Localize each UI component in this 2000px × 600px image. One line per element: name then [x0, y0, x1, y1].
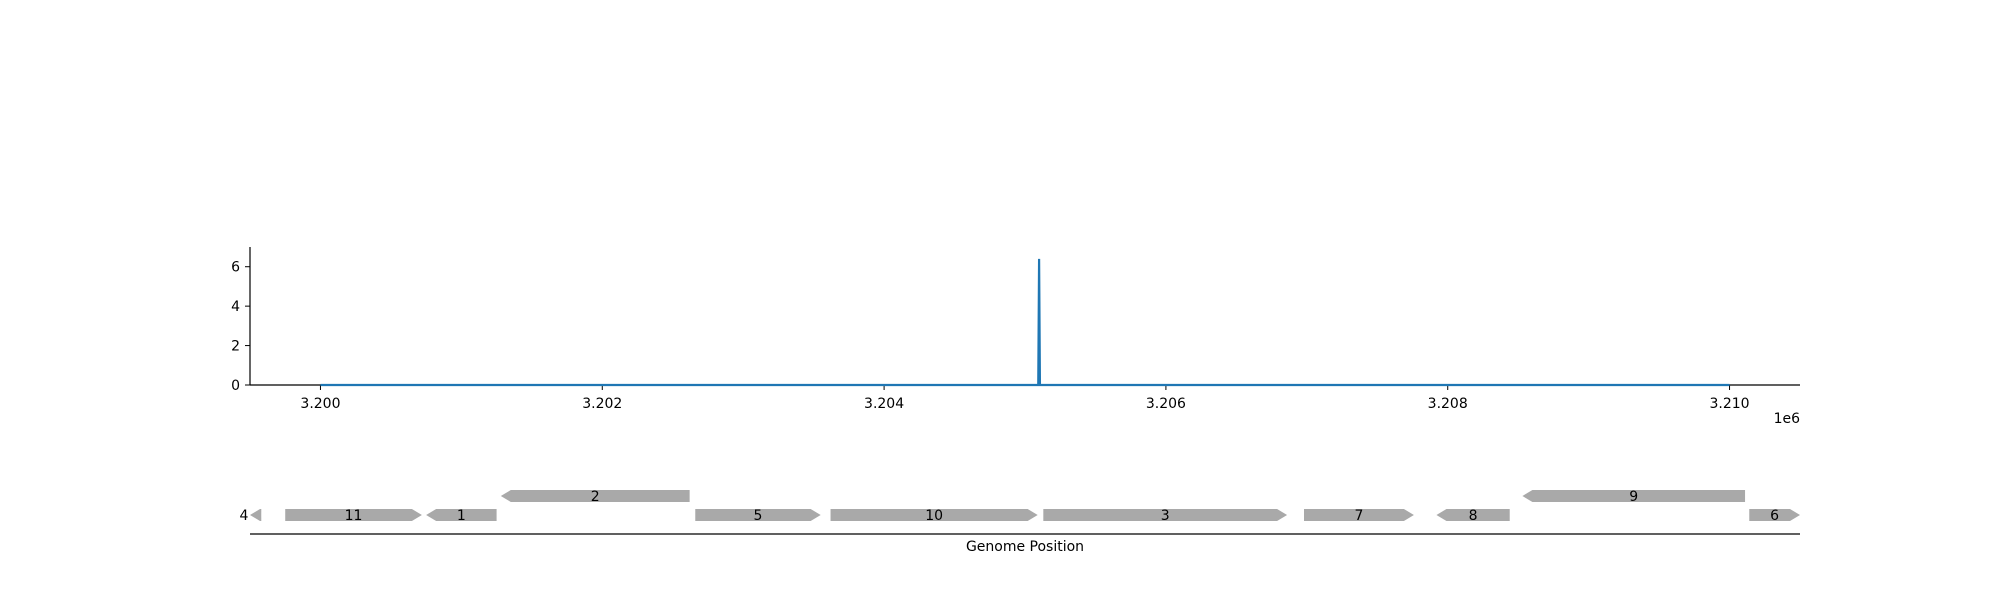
gene-label: 11: [345, 508, 363, 524]
gene-label: 4: [240, 508, 249, 524]
gene-label: 5: [754, 508, 763, 524]
genes-group: 4 11 125 10 3 7 896: [240, 489, 1800, 524]
y-tick-label: 0: [231, 378, 240, 394]
gene-arrow: [250, 509, 262, 521]
gene-label: 10: [925, 508, 943, 524]
gene-label: 9: [1629, 489, 1638, 505]
x-tick-label: 3.202: [582, 396, 622, 412]
x-axis-label: Genome Position: [966, 539, 1084, 555]
gene-label: 3: [1161, 508, 1170, 524]
x-multiplier-label: 1e6: [1774, 411, 1801, 427]
x-tick-label: 3.208: [1428, 396, 1468, 412]
y-tick-label: 2: [231, 339, 240, 355]
x-tick-label: 3.210: [1709, 396, 1749, 412]
coverage-plot: 0 2 4 6 3.200 3.202 3.204 3.206 3.208 3.210 1e6: [231, 247, 1800, 427]
coverage-series-line: [320, 258, 1730, 387]
x-tick-label: 3.204: [864, 396, 904, 412]
gene-arrow: [695, 509, 821, 521]
gene-arrow: [1304, 509, 1414, 521]
gene-arrow: [1043, 509, 1288, 521]
gene-label: 6: [1770, 508, 1779, 524]
y-tick-label: 6: [231, 260, 240, 276]
gene-arrow: [1749, 509, 1800, 521]
y-tick-label: 4: [231, 299, 240, 315]
x-tick-group: 3.200 3.202 3.204 3.206 3.208 3.210: [300, 385, 1750, 412]
series-group: [320, 258, 1730, 387]
x-tick-label: 3.206: [1146, 396, 1186, 412]
gene-arrow: [426, 509, 497, 521]
gene-track: 4 11 125 10 3 7 896 Genome Position: [240, 489, 1800, 555]
gene-label: 7: [1354, 508, 1363, 524]
gene-arrow: [500, 490, 690, 502]
gene-label: 1: [457, 508, 466, 524]
x-tick-label: 3.200: [300, 396, 340, 412]
gene-label: 2: [591, 489, 600, 505]
gene-arrow: [830, 509, 1038, 521]
gene-arrow: [285, 509, 422, 521]
y-tick-group: 0 2 4 6: [231, 260, 250, 394]
gene-label: 8: [1469, 508, 1478, 524]
gene-arrow: [1436, 509, 1510, 521]
gene-arrow: [1522, 490, 1746, 502]
